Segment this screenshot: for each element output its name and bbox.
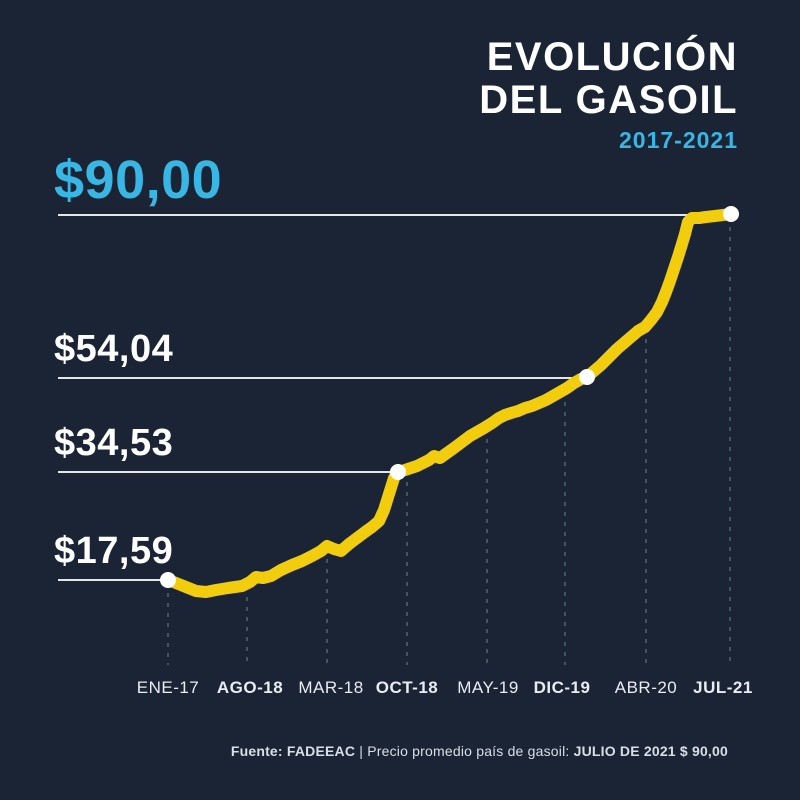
x-tick-label-ago-18: AGO-18 [216,678,284,697]
x-tick-label-jul-21: JUL-21 [693,678,753,697]
data-point-marker [160,572,176,588]
price-evolution-line [162,208,737,598]
x-tick-label-ene-17: ENE-17 [136,678,200,697]
price-label-highlight: $90,00 [54,150,223,210]
price-label: $34,53 [54,422,174,464]
x-tick-label-abr-20: ABR-20 [614,678,678,697]
data-point-marker [390,464,406,480]
data-point-marker [723,206,739,222]
title-period: 2017-2021 [619,127,738,153]
footer-source-note: Fuente: FADEEAC | Precio promedio país d… [231,743,728,759]
footer-highlight-value: JULIO DE 2021 $ 90,00 [573,743,728,759]
page-title-line1: EVOLUCIÓN [486,35,738,79]
x-tick-label-mar-18: MAR-18 [298,678,364,697]
price-label: $17,59 [54,530,174,572]
footer-source-label: Fuente: FADEEAC [230,743,356,759]
x-tick-label-dic-19: DIC-19 [533,678,591,697]
page-title-line2: DEL GASOIL [479,78,738,122]
x-tick-label-may-19: MAY-19 [457,678,519,697]
title-block: EVOLUCIÓN DEL GASOIL 2017-2021 [479,36,738,154]
x-tick-label-oct-18: OCT-18 [375,678,439,697]
data-point-marker [579,369,595,385]
footer-description: | Precio promedio país de gasoil: [355,743,574,759]
price-label: $54,04 [54,328,174,370]
